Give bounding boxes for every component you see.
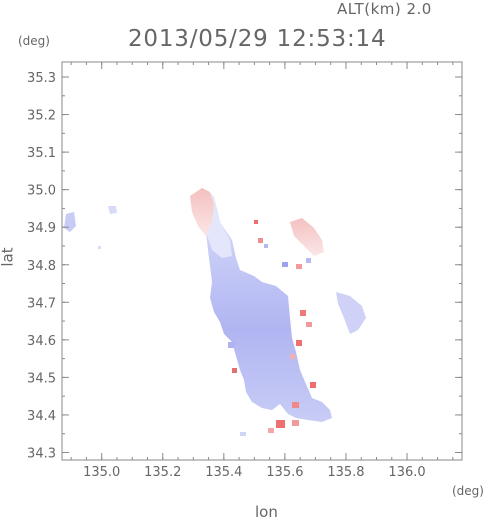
echo-cell xyxy=(264,244,268,248)
echo-cell xyxy=(254,220,258,224)
echo-cell xyxy=(98,246,101,249)
echo-cell xyxy=(282,262,288,267)
echo-cell xyxy=(292,420,299,426)
y-tick-label: 35.0 xyxy=(27,184,56,199)
echo-cell xyxy=(258,238,263,243)
echo-cell xyxy=(296,340,302,346)
y-tick-label: 34.5 xyxy=(27,371,56,386)
data-field xyxy=(64,188,366,436)
echo-cell xyxy=(292,402,299,408)
echo-cell xyxy=(232,368,237,373)
altitude-label: ALT(km) 2.0 xyxy=(337,0,432,18)
timestamp-title: 2013/05/29 12:53:14 xyxy=(128,26,387,52)
echo-region-positive-east xyxy=(290,218,324,256)
y-tick-label: 35.2 xyxy=(27,109,56,124)
echo-fragment-east xyxy=(336,292,366,334)
echo-cell xyxy=(300,310,306,316)
y-tick-label: 34.3 xyxy=(27,446,56,461)
echo-cell xyxy=(296,264,302,269)
echo-cell xyxy=(268,428,274,433)
x-tick-label: 135.6 xyxy=(266,465,303,480)
y-tick-label: 34.6 xyxy=(27,334,56,349)
echo-cell xyxy=(276,420,285,428)
y-tick-label: 34.8 xyxy=(27,259,56,274)
x-tick-label: 136.0 xyxy=(388,465,425,480)
y-tick-label: 34.4 xyxy=(27,409,56,424)
echo-cell xyxy=(240,432,246,436)
echo-cell xyxy=(290,354,295,359)
tick-layer: 135.0 135.2 135.4 135.6 135.8 136.0 34.3 34.4 34… xyxy=(27,62,462,480)
x-tick-label: 135.2 xyxy=(144,465,181,480)
lat-unit-label: (deg) xyxy=(18,34,50,48)
x-tick-label: 135.0 xyxy=(83,465,120,480)
y-tick-label: 35.1 xyxy=(27,146,56,161)
echo-region-positive-north xyxy=(190,188,214,236)
y-tick-label: 35.3 xyxy=(27,71,56,86)
echo-cell xyxy=(228,342,234,348)
x-tick-label: 135.4 xyxy=(205,465,242,480)
echo-fragment-west xyxy=(64,212,76,232)
y-tick-label: 34.7 xyxy=(27,296,56,311)
lon-unit-label: (deg) xyxy=(452,484,484,498)
echo-cell xyxy=(310,382,316,388)
echo-fragment-small xyxy=(108,206,117,214)
y-tick-label: 34.9 xyxy=(27,221,56,236)
echo-cell xyxy=(306,258,311,263)
x-axis-label: lon xyxy=(255,503,278,521)
x-tick-label: 135.8 xyxy=(327,465,364,480)
plot-frame xyxy=(61,61,463,461)
echo-cell xyxy=(306,322,312,327)
